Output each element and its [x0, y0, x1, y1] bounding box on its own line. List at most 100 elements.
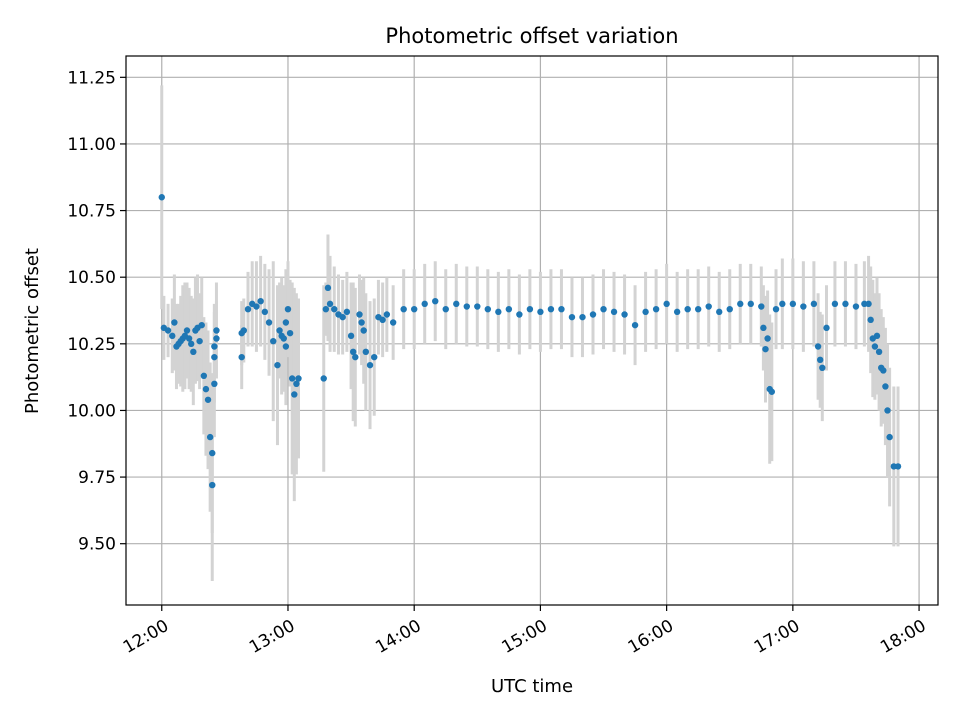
- data-point: [211, 353, 218, 361]
- data-point: [349, 348, 357, 356]
- data-point: [190, 348, 197, 356]
- data-point: [211, 380, 218, 388]
- data-point: [882, 383, 889, 390]
- data-point: [768, 388, 776, 395]
- data-point: [204, 396, 212, 403]
- data-point: [442, 305, 449, 313]
- data-point: [610, 308, 618, 316]
- y-tick-label: 9.50: [78, 535, 116, 555]
- data-point: [474, 303, 481, 310]
- data-point: [209, 481, 216, 489]
- data-point: [865, 300, 872, 308]
- data-point: [831, 300, 839, 308]
- data-point: [400, 305, 407, 313]
- data-point: [358, 319, 365, 326]
- data-point: [270, 337, 277, 345]
- data-point: [631, 321, 639, 329]
- data-point: [652, 305, 660, 313]
- data-point: [183, 327, 191, 334]
- point-layer: [158, 194, 902, 489]
- data-point: [526, 305, 534, 313]
- data-point: [747, 300, 754, 308]
- y-tick-label: 10.50: [67, 268, 116, 288]
- data-point: [158, 194, 165, 201]
- data-point: [495, 308, 502, 316]
- data-point: [886, 433, 893, 441]
- data-point: [779, 300, 786, 308]
- data-point: [185, 335, 193, 342]
- data-point: [705, 303, 712, 310]
- data-point: [295, 375, 302, 382]
- data-point: [322, 305, 330, 313]
- data-point: [505, 305, 513, 313]
- data-point: [453, 300, 460, 308]
- data-point: [589, 311, 597, 318]
- data-point: [200, 372, 208, 380]
- data-point: [213, 327, 220, 334]
- data-point: [352, 353, 359, 361]
- y-tick-label: 9.75: [78, 468, 116, 488]
- data-point: [240, 327, 248, 334]
- data-point: [621, 311, 628, 318]
- data-point: [291, 391, 298, 398]
- data-point: [421, 300, 428, 308]
- y-tick-label: 10.75: [67, 202, 116, 222]
- data-point: [331, 305, 338, 313]
- data-point: [206, 433, 214, 441]
- x-axis-title: UTC time: [491, 676, 573, 697]
- data-point: [764, 335, 771, 342]
- data-point: [894, 463, 902, 470]
- data-point: [547, 305, 555, 313]
- data-point: [880, 367, 887, 374]
- data-point: [360, 327, 367, 334]
- data-point: [852, 303, 860, 310]
- data-point: [164, 327, 172, 334]
- data-point: [389, 319, 397, 326]
- data-point: [823, 324, 830, 332]
- data-point: [463, 303, 470, 310]
- data-point: [169, 332, 176, 340]
- data-point: [673, 308, 681, 316]
- data-point: [202, 385, 210, 393]
- data-point: [196, 337, 203, 345]
- data-point: [171, 319, 178, 326]
- data-point: [814, 343, 822, 350]
- data-point: [579, 313, 586, 321]
- data-point: [282, 319, 290, 326]
- y-tick-label: 10.00: [67, 401, 116, 421]
- data-point: [819, 364, 826, 372]
- data-point: [324, 284, 332, 292]
- data-point: [537, 308, 544, 316]
- data-point: [188, 340, 195, 348]
- data-point: [274, 361, 281, 369]
- data-point: [284, 305, 292, 313]
- data-point: [760, 324, 767, 332]
- data-point: [209, 449, 216, 457]
- y-tick-label: 11.00: [67, 135, 116, 155]
- data-point: [347, 332, 355, 340]
- data-point: [356, 311, 363, 318]
- data-point: [816, 356, 824, 364]
- data-point: [432, 297, 439, 305]
- data-point: [762, 345, 769, 353]
- data-point: [884, 407, 891, 414]
- data-point: [568, 313, 576, 321]
- y-tick-label: 11.25: [67, 68, 116, 88]
- plot-frame: [125, 55, 939, 606]
- data-point: [286, 329, 294, 337]
- data-point: [684, 305, 691, 313]
- data-point: [288, 375, 296, 382]
- data-point: [211, 343, 218, 350]
- data-point: [265, 319, 273, 326]
- data-point: [276, 327, 283, 334]
- chart-title: Photometric offset variation: [385, 24, 678, 48]
- data-point: [253, 303, 260, 310]
- data-point: [663, 300, 670, 308]
- data-point: [772, 305, 780, 313]
- data-point: [867, 316, 874, 324]
- data-point: [642, 308, 649, 316]
- data-point: [366, 361, 374, 369]
- data-point: [282, 343, 290, 350]
- data-point: [875, 348, 883, 356]
- data-point: [244, 305, 252, 313]
